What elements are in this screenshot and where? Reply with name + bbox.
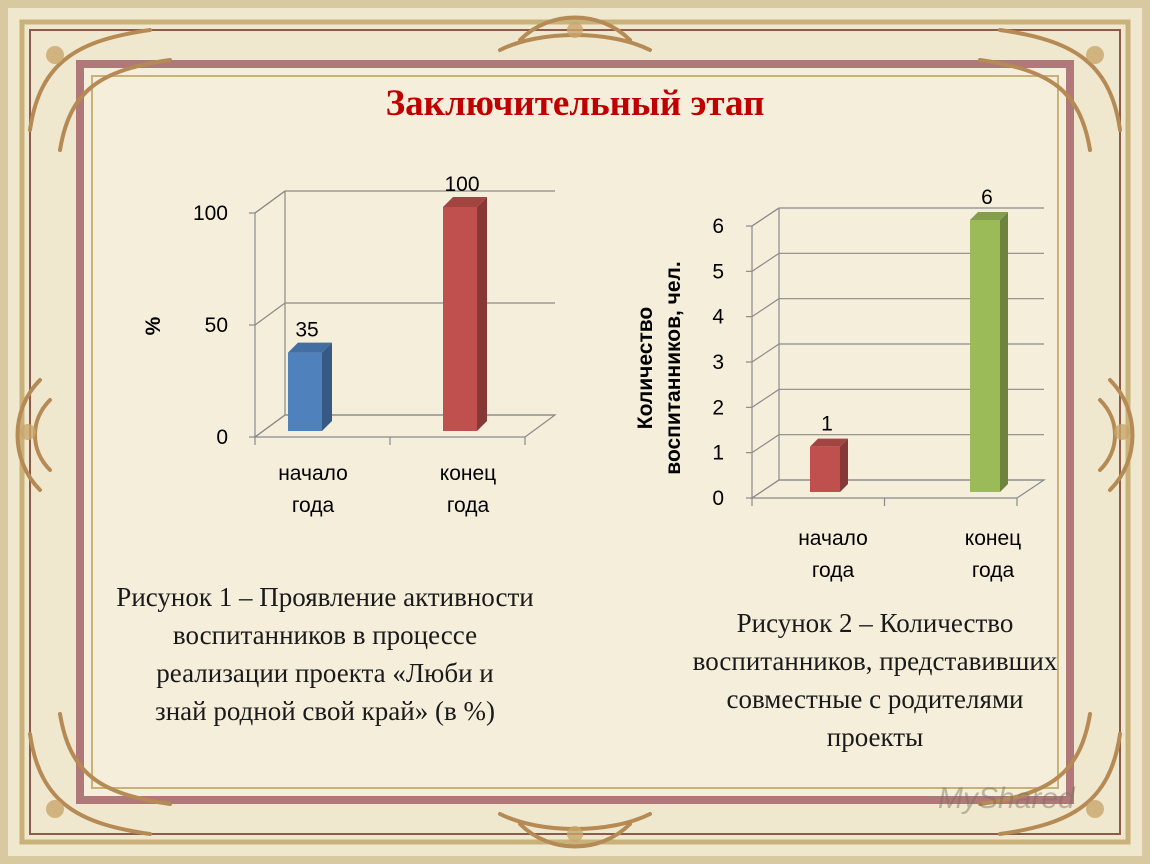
gridline-diagonal	[751, 434, 780, 454]
gridline-diagonal	[751, 207, 780, 227]
y-tick-label: 1	[712, 442, 724, 465]
y-tick-label: 100	[193, 202, 228, 225]
y-axis-title: %	[142, 316, 165, 335]
gridline-diagonal	[254, 190, 286, 214]
x-category-label: года	[972, 559, 1015, 582]
x-category-label: начало	[278, 462, 348, 485]
y-tick-label: 50	[205, 314, 228, 337]
bar-front	[810, 446, 840, 492]
gridline-diagonal	[751, 343, 780, 363]
bar-front	[970, 220, 1000, 492]
y-tick-label: 0	[712, 487, 724, 510]
bar-front	[288, 352, 322, 431]
x-category-label: года	[812, 559, 855, 582]
bar-top	[970, 212, 1008, 220]
bar-top	[288, 342, 332, 353]
bar-side	[840, 438, 848, 492]
bar-top	[810, 438, 848, 447]
data-label: 35	[295, 319, 318, 342]
watermark-text: MyShared	[938, 782, 1075, 815]
x-category-label: года	[292, 494, 335, 517]
y-axis-title-line: %	[142, 316, 165, 335]
bar-front	[443, 207, 477, 431]
y-tick-label: 6	[712, 215, 724, 238]
gridline-diagonal	[254, 414, 286, 438]
x-category-label: года	[447, 494, 490, 517]
figure-2-caption: Рисунок 2 – Количество воспитанников, пр…	[692, 608, 1058, 752]
data-label: 6	[981, 186, 993, 209]
figure-1-caption: Рисунок 1 – Проявление активности воспит…	[116, 582, 534, 726]
y-axis-title-line: воспитанников, чел.	[662, 261, 685, 474]
bar-side	[1000, 212, 1008, 492]
gridline-diagonal	[751, 252, 780, 272]
y-tick-label: 0	[216, 426, 228, 449]
bar-side	[322, 342, 332, 431]
slide-title: Заключительный этап	[385, 83, 765, 124]
bar-top	[443, 197, 487, 207]
y-tick-label: 2	[712, 396, 724, 419]
y-tick-label: 3	[712, 351, 724, 374]
data-label: 100	[444, 173, 479, 196]
y-axis-title: Количество воспитанников, чел.	[634, 261, 685, 474]
x-category-label: конец	[965, 527, 1021, 550]
gridline-diagonal	[751, 388, 780, 408]
x-category-label: начало	[798, 527, 868, 550]
gridline-diagonal	[254, 302, 286, 326]
data-label: 1	[821, 413, 833, 436]
x-category-label: конец	[440, 462, 496, 485]
y-tick-label: 4	[712, 306, 724, 329]
y-tick-label: 5	[712, 260, 724, 283]
gridline-diagonal	[751, 479, 780, 499]
bar-side	[477, 197, 487, 431]
y-axis-title-line: Количество	[634, 307, 657, 429]
gridline-diagonal	[751, 298, 780, 318]
